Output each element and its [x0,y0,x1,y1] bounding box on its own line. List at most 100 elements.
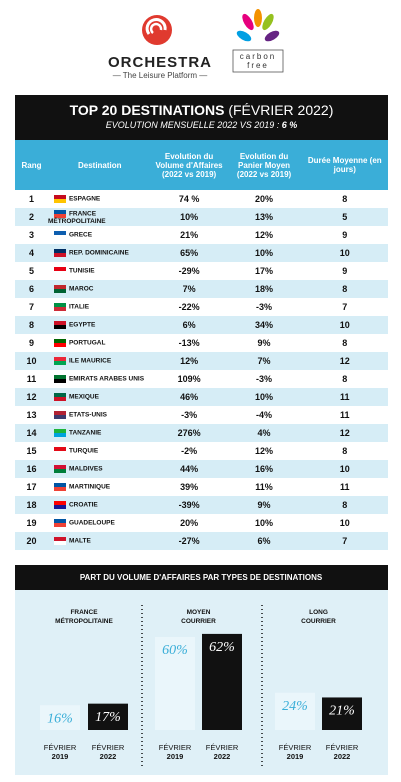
cell-text: 9 [342,266,348,276]
table-cell: 7 [301,532,388,550]
cell-text: 109% [177,374,201,384]
cell-text: 11 [340,392,350,402]
cell-text: ETATS-UNIS [68,411,107,419]
series-label: FÉVRIER 2019 [44,743,77,761]
cell-text: 13% [255,212,274,222]
bar [275,692,315,730]
table-cell: 12% [151,352,227,370]
bar [322,697,362,730]
cell-text: -2% [181,446,198,456]
destination-cell: ILE MAURICE [47,352,152,370]
cell-text: 21% [180,230,199,240]
cell-text: REP. DOMINICAINE [68,249,129,257]
cell-text: 4% [257,428,271,438]
table-row: 15 TURQUIE -2% 12% 8 [15,442,388,460]
group-label: MOYEN COURRIER [181,609,216,625]
destination-cell: ESPAGNE [48,190,152,208]
table-cell: -29% [152,262,227,280]
table-cell: 39% [152,478,227,496]
cell-text: 44% [180,464,199,474]
table-cell: 10% [226,388,302,406]
table-cell: 10 [302,514,388,532]
cell-text: 18% [255,284,274,294]
table-cell: 11 [301,388,388,406]
table-cell: 4% [226,424,302,442]
destination-cell: REP. DOMINICAINE [47,244,152,262]
cell-text: 12% [255,446,274,456]
cell-text: MEXIQUE [68,393,99,401]
flag-icon [53,303,66,311]
cell-text: 6% [257,536,271,546]
destination-cell: TURQUIE [48,442,152,460]
table-cell: 8 [301,496,388,514]
table-cell: 5 [301,208,388,226]
cell-text: 11% [255,482,273,492]
table-cell: 12 [301,352,388,370]
cell-text: -3% [256,302,273,312]
cell-text: 16 [26,464,37,474]
table-cell: -3% [227,298,302,316]
table-cell: -27% [151,532,227,550]
table-cell: 1 [15,190,48,208]
table-cell: 10% [227,514,302,532]
cell-text: 12% [255,230,274,240]
cell-text: 9 [28,338,34,348]
table-cell: 8 [302,190,388,208]
cell-text: 10% [255,248,274,258]
flag-icon [53,393,66,401]
flag-icon [53,209,66,218]
table-cell: -3% [227,370,302,388]
cell-text: 8 [342,500,348,510]
column-header: Rang [15,140,48,190]
table-row: 7 ITALIE -22% -3% 7 [15,298,388,316]
table-cell: 34% [226,316,302,334]
cell-text: 10 [26,356,37,366]
destination-cell: EMIRATS ARABES UNIS [48,370,152,388]
table-cell: 9 [15,334,48,352]
cell-text: CROATIE [68,501,98,509]
cell-text: 1 [28,194,34,204]
table-row: 16 MALDIVES 44% 16% 10 [15,460,388,478]
cell-text: 14 [26,428,37,438]
table-row: 2 FRANCE MÉTROPOLITAINE 10% 13% 5 [15,208,388,226]
table-row: 1 ESPAGNE 74 % 20% 8 [15,190,388,208]
cell-text: 7 [342,302,348,312]
cell-text: 7% [257,356,271,366]
table-cell: 10 [301,460,388,478]
header: ORCHESTRA — The Leisure Platform — carbo… [108,9,284,80]
table-cell: 9% [227,334,302,352]
table-cell: 8 [302,370,388,388]
table-cell: 10% [226,244,302,262]
cell-text: 8 [342,446,348,456]
cell-text: MALDIVES [68,465,103,473]
table-cell: 3 [15,226,48,244]
table-row: 13 ETATS-UNIS -3% -4% 11 [15,406,388,424]
cell-text: 34% [255,320,274,330]
chart-title: PART DU VOLUME D'AFFAIRES PAR TYPES DE D… [80,573,323,582]
table-cell: 46% [151,388,227,406]
chart: PART DU VOLUME D'AFFAIRES PAR TYPES DE D… [15,565,388,775]
table-cell: -13% [152,334,227,352]
table-cell: 8 [302,442,388,460]
destination-cell: MEXIQUE [47,388,152,406]
table-cell: 12 [15,388,48,406]
flag-icon [53,249,66,257]
cell-text: 12 [26,392,37,402]
cell-text: 5 [342,212,348,222]
cell-text: 9 [342,230,348,240]
cell-text: GRECE [68,231,93,239]
table-cell: 20% [227,190,302,208]
column-header: Evolution du Panier Moyen (2022 vs 2019) [226,140,302,190]
table-cell: 7% [151,280,227,298]
cell-text: 3 [28,230,34,240]
cell-text: 15 [26,446,37,456]
table-row: 3 GRECE 21% 12% 9 [15,226,388,244]
table-cell: 13 [15,406,48,424]
table: Rang Destination Evolution du Volume d'Aff… [15,140,388,550]
cell-text: -3% [181,410,198,420]
value-label: 60% [162,643,188,658]
cell-text: 11 [340,410,350,420]
cell-text: 5 [28,266,34,276]
cell-text: 9% [257,338,271,348]
cell-text: 16% [255,464,274,474]
